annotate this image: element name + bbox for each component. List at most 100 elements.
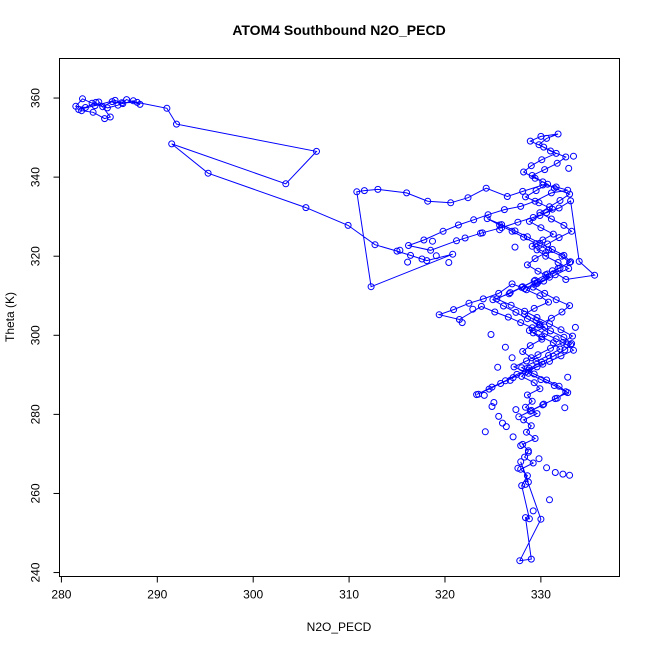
data-point — [522, 403, 529, 411]
x-tick-label: 290 — [147, 588, 167, 602]
data-point — [129, 97, 137, 105]
data-point — [495, 412, 503, 420]
data-point — [533, 314, 541, 321]
data-point — [567, 258, 575, 266]
data-point — [530, 304, 538, 312]
data-point — [526, 407, 534, 415]
data-point — [552, 183, 560, 191]
y-axis-label: Theta (K) — [3, 292, 17, 342]
data-point — [507, 301, 515, 309]
data-point — [427, 246, 435, 254]
data-point — [518, 372, 526, 380]
data-point — [479, 295, 487, 303]
data-point — [524, 448, 532, 456]
data-point — [453, 237, 460, 245]
data-point — [491, 308, 499, 316]
data-point — [520, 233, 528, 241]
data-point — [547, 344, 554, 352]
data-point — [344, 221, 352, 229]
data-point — [565, 265, 573, 272]
data-point — [353, 188, 361, 196]
data-point — [523, 233, 531, 241]
data-point — [506, 376, 514, 384]
data-point — [523, 286, 530, 294]
y-tick-label: 360 — [29, 88, 43, 108]
data-point — [562, 276, 570, 283]
data-point — [420, 236, 428, 244]
data-point — [483, 215, 491, 223]
data-point — [531, 435, 539, 442]
data-point — [512, 406, 520, 414]
data-point — [523, 391, 531, 399]
data-point — [534, 351, 542, 359]
data-point — [518, 482, 526, 490]
data-point — [537, 132, 545, 140]
data-point — [111, 96, 119, 104]
data-point — [393, 247, 401, 255]
data-point — [528, 242, 536, 250]
data-point — [123, 96, 131, 104]
data-point — [501, 343, 509, 351]
data-point — [515, 413, 523, 421]
data-point — [534, 267, 542, 275]
data-point — [525, 217, 533, 225]
data-point — [547, 327, 554, 335]
data-point — [302, 204, 310, 212]
data-point — [525, 327, 533, 334]
data-point — [533, 246, 541, 254]
data-point — [559, 470, 567, 478]
data-point — [558, 308, 566, 316]
data-point — [529, 329, 537, 337]
data-point — [536, 212, 544, 219]
data-point — [549, 339, 557, 347]
data-point — [523, 261, 531, 269]
data-point — [461, 234, 469, 242]
data-point — [510, 363, 518, 371]
data-point — [477, 302, 485, 310]
data-point — [543, 376, 551, 384]
data-point — [75, 106, 83, 113]
data-point — [543, 209, 551, 217]
x-tick-label: 280 — [51, 588, 71, 602]
data-point — [546, 273, 553, 281]
data-point — [517, 458, 525, 466]
data-point — [527, 422, 535, 430]
data-point — [561, 404, 569, 412]
data-point — [464, 194, 472, 202]
data-point — [439, 227, 447, 235]
data-point — [465, 299, 473, 307]
data-point — [504, 313, 512, 321]
data-point — [553, 159, 561, 167]
data-point — [407, 251, 414, 259]
x-tick-label: 320 — [435, 588, 455, 602]
data-point — [545, 352, 552, 359]
data-point — [531, 197, 539, 205]
data-point — [540, 143, 548, 151]
data-point — [509, 433, 517, 441]
data-point — [555, 204, 563, 212]
data-point — [542, 252, 550, 260]
data-point — [523, 357, 530, 365]
data-point — [449, 250, 457, 258]
data-point — [523, 428, 530, 436]
data-point — [545, 298, 552, 306]
data-point — [374, 185, 382, 193]
data-point — [502, 423, 510, 431]
data-point — [494, 363, 502, 371]
data-point — [360, 187, 368, 195]
data-point — [371, 241, 379, 249]
data-point — [505, 290, 513, 298]
data-point — [527, 354, 535, 362]
data-point — [445, 259, 453, 266]
data-point — [490, 399, 498, 406]
data-point — [432, 252, 440, 260]
data-point — [101, 115, 109, 123]
data-point — [488, 383, 496, 391]
data-point — [501, 377, 509, 385]
data-point — [506, 289, 514, 297]
data-point — [521, 453, 529, 461]
data-point — [533, 410, 541, 418]
y-tick-label: 240 — [29, 562, 43, 582]
data-point — [560, 251, 568, 259]
data-point — [564, 186, 572, 194]
